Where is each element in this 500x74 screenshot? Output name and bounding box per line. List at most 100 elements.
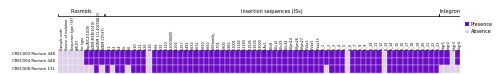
Text: IS1: IS1 xyxy=(107,44,111,50)
Text: Insertion sequences (ISs): Insertion sequences (ISs) xyxy=(241,9,302,14)
Text: IS21: IS21 xyxy=(138,42,142,50)
Bar xyxy=(288,58,292,65)
Bar xyxy=(292,65,298,73)
Text: IS_15: IS_15 xyxy=(394,40,398,50)
Bar xyxy=(235,58,240,65)
Text: ISKpn14: ISKpn14 xyxy=(290,36,294,50)
Bar xyxy=(73,65,78,73)
Bar xyxy=(141,58,146,65)
Bar xyxy=(230,58,235,65)
Text: IS256: IS256 xyxy=(175,40,179,50)
Text: IS701: IS701 xyxy=(217,40,221,50)
Bar xyxy=(115,65,120,73)
Bar xyxy=(272,65,277,73)
Bar xyxy=(345,58,350,65)
Text: IS_8: IS_8 xyxy=(358,43,362,50)
Bar xyxy=(162,58,168,65)
Text: Sequence type (ST): Sequence type (ST) xyxy=(70,17,74,50)
Bar xyxy=(402,50,407,58)
Bar xyxy=(146,50,152,58)
Bar xyxy=(428,50,434,58)
Bar xyxy=(214,50,220,58)
Bar xyxy=(356,65,360,73)
Bar xyxy=(172,50,178,58)
Text: ISEc12: ISEc12 xyxy=(274,38,278,50)
Text: IS1634: IS1634 xyxy=(254,38,258,50)
Bar xyxy=(146,58,152,65)
Bar xyxy=(277,65,282,73)
Text: IS1182: IS1182 xyxy=(238,38,242,50)
Bar xyxy=(366,65,371,73)
Bar xyxy=(428,65,434,73)
Bar xyxy=(152,50,157,58)
Bar xyxy=(428,58,434,65)
Bar xyxy=(120,50,126,58)
Text: IS_1: IS_1 xyxy=(322,43,326,50)
Bar xyxy=(100,65,104,73)
Text: CREC003 Rectum 448: CREC003 Rectum 448 xyxy=(12,52,55,56)
Text: IS660: IS660 xyxy=(206,40,210,50)
Bar xyxy=(356,58,360,65)
Bar xyxy=(220,65,225,73)
Text: IS_2: IS_2 xyxy=(326,43,330,50)
Bar xyxy=(371,50,376,58)
Bar xyxy=(183,50,188,58)
Bar xyxy=(345,50,350,58)
Bar xyxy=(455,50,460,58)
Text: IS_22: IS_22 xyxy=(431,40,435,50)
Bar xyxy=(444,58,450,65)
Bar xyxy=(136,58,141,65)
Bar xyxy=(277,50,282,58)
Bar xyxy=(136,65,141,73)
Text: IS_21: IS_21 xyxy=(426,40,430,50)
Bar xyxy=(220,50,225,58)
Bar xyxy=(277,58,282,65)
Text: IS_9: IS_9 xyxy=(364,43,368,50)
Bar xyxy=(303,58,308,65)
Text: IS_14: IS_14 xyxy=(390,40,394,50)
Text: IS26: IS26 xyxy=(144,42,148,50)
Text: IS3000: IS3000 xyxy=(259,38,263,50)
Bar xyxy=(152,65,157,73)
Bar xyxy=(62,58,68,65)
Bar xyxy=(130,65,136,73)
Bar xyxy=(78,58,84,65)
Bar xyxy=(402,65,407,73)
Bar xyxy=(444,50,450,58)
Text: Intgr2: Intgr2 xyxy=(447,40,451,50)
Bar xyxy=(110,58,115,65)
Text: Integron: Integron xyxy=(439,9,460,14)
Bar xyxy=(319,50,324,58)
Bar xyxy=(78,50,84,58)
Bar xyxy=(434,58,439,65)
Bar xyxy=(298,65,303,73)
Bar xyxy=(314,65,319,73)
Bar xyxy=(376,50,382,58)
Bar xyxy=(78,65,84,73)
Bar xyxy=(402,58,407,65)
Bar xyxy=(136,50,141,58)
Text: ISVsa13: ISVsa13 xyxy=(316,36,320,50)
Bar xyxy=(225,65,230,73)
Text: IS_11: IS_11 xyxy=(374,40,378,50)
Bar xyxy=(110,65,115,73)
Bar xyxy=(62,65,68,73)
Bar xyxy=(126,58,130,65)
Bar xyxy=(424,65,428,73)
Bar xyxy=(282,58,288,65)
Bar xyxy=(288,50,292,58)
Bar xyxy=(100,58,104,65)
Text: IS1380: IS1380 xyxy=(243,38,247,50)
Bar xyxy=(58,65,62,73)
Bar xyxy=(256,50,262,58)
Text: ISVsa3: ISVsa3 xyxy=(306,38,310,50)
Text: IS110: IS110 xyxy=(164,40,168,50)
Bar xyxy=(168,58,172,65)
Bar xyxy=(398,50,402,58)
Text: IS481: IS481 xyxy=(186,40,190,50)
Text: ISEc8: ISEc8 xyxy=(269,40,273,50)
Bar xyxy=(282,50,288,58)
Bar xyxy=(408,50,413,58)
Bar xyxy=(73,58,78,65)
Bar xyxy=(408,65,413,73)
